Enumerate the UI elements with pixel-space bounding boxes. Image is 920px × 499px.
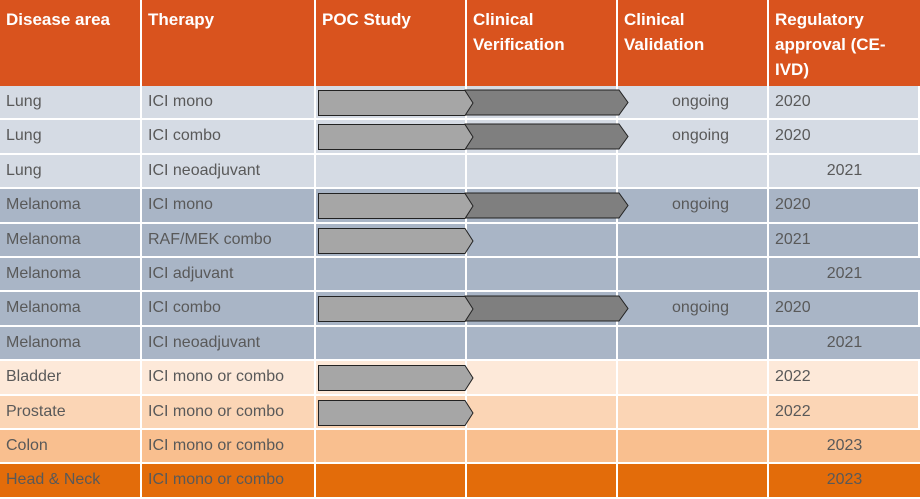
validation-cell <box>618 257 769 293</box>
table-row: Colon ICI mono or combo 2023 <box>0 429 920 465</box>
approval-cell: 2022 <box>769 395 920 430</box>
poc-cell <box>316 120 467 155</box>
therapy-cell: ICI combo <box>142 292 316 327</box>
verification-cell <box>467 326 618 362</box>
poc-cell <box>316 395 467 430</box>
disease-cell: Lung <box>0 86 142 121</box>
header-therapy: Therapy <box>142 0 314 89</box>
validation-cell: ongoing <box>618 189 769 224</box>
table-header: Disease area Therapy POC Study Clinical … <box>0 0 920 89</box>
verification-cell <box>467 86 618 121</box>
validation-cell <box>618 223 769 258</box>
validation-cell <box>618 464 769 499</box>
table-row: Melanoma ICI combo ongoing 2020 <box>0 292 920 327</box>
table-row: Melanoma ICI adjuvant 2021 <box>0 257 920 293</box>
validation-cell <box>618 395 769 430</box>
therapy-cell: ICI mono or combo <box>142 361 316 396</box>
poc-cell <box>316 326 467 362</box>
disease-cell: Colon <box>0 429 142 465</box>
validation-cell: ongoing <box>618 120 769 155</box>
disease-cell: Melanoma <box>0 326 142 362</box>
table-row: Head & Neck ICI mono or combo 2023 <box>0 464 920 499</box>
therapy-cell: RAF/MEK combo <box>142 223 316 258</box>
disease-cell: Melanoma <box>0 223 142 258</box>
therapy-cell: ICI combo <box>142 120 316 155</box>
disease-cell: Melanoma <box>0 257 142 293</box>
poc-cell <box>316 292 467 327</box>
approval-cell: 2023 <box>769 464 920 499</box>
table-row: Melanoma RAF/MEK combo 2021 <box>0 223 920 258</box>
table-row: Lung ICI combo ongoing 2020 <box>0 120 920 155</box>
verification-cell <box>467 292 618 327</box>
table-row: Prostate ICI mono or combo 2022 <box>0 395 920 430</box>
therapy-cell: ICI neoadjuvant <box>142 326 316 362</box>
approval-cell: 2020 <box>769 86 920 121</box>
table-row: Lung ICI neoadjuvant 2021 <box>0 154 920 190</box>
poc-cell <box>316 189 467 224</box>
header-regulatory-approval: Regulatory approval (CE-IVD) <box>769 0 920 89</box>
poc-cell <box>316 223 467 258</box>
verification-cell <box>467 154 618 190</box>
disease-cell: Lung <box>0 120 142 155</box>
approval-cell: 2022 <box>769 361 920 396</box>
approval-cell: 2021 <box>769 257 920 293</box>
therapy-cell: ICI mono or combo <box>142 429 316 465</box>
therapy-cell: ICI mono or combo <box>142 395 316 430</box>
disease-cell: Melanoma <box>0 292 142 327</box>
validation-cell <box>618 326 769 362</box>
therapy-cell: ICI neoadjuvant <box>142 154 316 190</box>
table-body: Lung ICI mono ongoing 2020 Lung ICI combo ongo… <box>0 86 920 499</box>
validation-cell: ongoing <box>618 86 769 121</box>
disease-cell: Prostate <box>0 395 142 430</box>
disease-cell: Bladder <box>0 361 142 396</box>
poc-cell <box>316 154 467 190</box>
poc-cell <box>316 86 467 121</box>
poc-cell <box>316 257 467 293</box>
poc-cell <box>316 464 467 499</box>
verification-cell <box>467 429 618 465</box>
validation-cell <box>618 361 769 396</box>
approval-cell: 2021 <box>769 154 920 190</box>
poc-cell <box>316 429 467 465</box>
approval-cell: 2020 <box>769 120 920 155</box>
table-row: Lung ICI mono ongoing 2020 <box>0 86 920 121</box>
verification-cell <box>467 189 618 224</box>
poc-cell <box>316 361 467 396</box>
approval-cell: 2021 <box>769 326 920 362</box>
verification-cell <box>467 361 618 396</box>
therapy-cell: ICI mono <box>142 86 316 121</box>
verification-cell <box>467 257 618 293</box>
table-row: Bladder ICI mono or combo 2022 <box>0 361 920 396</box>
verification-cell <box>467 223 618 258</box>
therapy-cell: ICI adjuvant <box>142 257 316 293</box>
verification-cell <box>467 464 618 499</box>
disease-cell: Head & Neck <box>0 464 142 499</box>
therapy-cell: ICI mono <box>142 189 316 224</box>
validation-cell: ongoing <box>618 292 769 327</box>
disease-cell: Melanoma <box>0 189 142 224</box>
verification-cell <box>467 395 618 430</box>
validation-cell <box>618 154 769 190</box>
header-clinical-validation: Clinical Validation <box>618 0 767 89</box>
approval-cell: 2020 <box>769 189 920 224</box>
disease-cell: Lung <box>0 154 142 190</box>
validation-cell <box>618 429 769 465</box>
header-disease-area: Disease area <box>0 0 140 89</box>
header-clinical-verification: Clinical Verification <box>467 0 616 89</box>
table-row: Melanoma ICI neoadjuvant 2021 <box>0 326 920 362</box>
header-poc-study: POC Study <box>316 0 465 89</box>
approval-cell: 2021 <box>769 223 920 258</box>
approval-cell: 2023 <box>769 429 920 465</box>
approval-cell: 2020 <box>769 292 920 327</box>
therapy-cell: ICI mono or combo <box>142 464 316 499</box>
table-row: Melanoma ICI mono ongoing 2020 <box>0 189 920 224</box>
verification-cell <box>467 120 618 155</box>
